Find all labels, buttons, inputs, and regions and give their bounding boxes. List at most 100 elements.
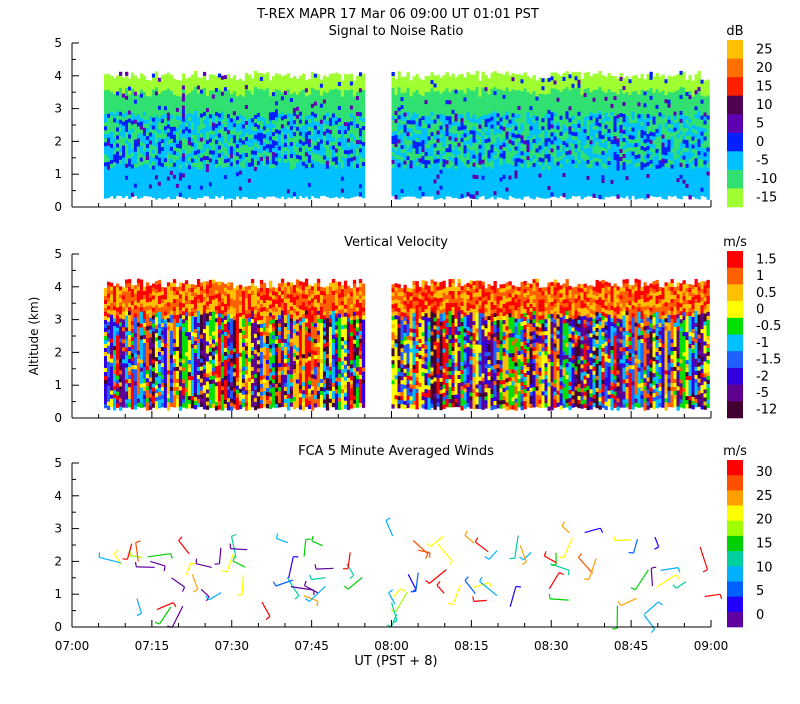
heatmap-cell xyxy=(544,102,548,107)
heatmap-cell xyxy=(529,150,533,155)
heatmap-cell xyxy=(226,134,231,139)
heatmap-cell xyxy=(430,80,434,85)
heatmap-cell xyxy=(451,137,455,143)
heatmap-cell xyxy=(574,104,578,109)
heatmap-cell xyxy=(289,82,294,87)
heatmap-cell xyxy=(217,129,222,134)
heatmap-cell xyxy=(220,83,225,88)
heatmap-cell xyxy=(298,155,303,160)
heatmap-cell xyxy=(292,132,297,137)
heatmap-cell xyxy=(169,94,174,100)
heatmap-cell xyxy=(409,132,413,137)
heatmap-cell xyxy=(217,189,222,194)
heatmap-cell xyxy=(514,154,518,159)
heatmap-cell xyxy=(472,130,476,135)
heatmap-cell xyxy=(178,116,183,121)
heatmap-cell xyxy=(214,95,219,101)
heatmap-cell xyxy=(490,180,494,185)
heatmap-cell xyxy=(190,74,195,79)
heatmap-cell xyxy=(304,104,309,109)
heatmap-cell xyxy=(187,77,192,82)
heatmap-cell xyxy=(577,183,581,189)
heatmap-cell xyxy=(514,150,518,155)
heatmap-cell xyxy=(406,92,410,97)
heatmap-cell xyxy=(457,182,461,187)
heatmap-cell xyxy=(259,84,264,90)
heatmap-cell xyxy=(433,167,437,172)
heatmap-cell xyxy=(310,139,315,145)
heatmap-cell xyxy=(565,139,569,144)
heatmap-cell xyxy=(559,111,563,117)
heatmap-cell xyxy=(274,85,279,90)
heatmap-cell xyxy=(442,95,446,100)
heatmap-cell xyxy=(247,170,252,175)
heatmap-cell xyxy=(520,159,524,164)
heatmap-cell xyxy=(265,156,270,161)
heatmap-cell xyxy=(439,169,443,174)
heatmap-cell xyxy=(493,195,497,200)
heatmap-cell xyxy=(181,125,186,130)
heatmap-cell xyxy=(166,96,171,101)
heatmap-cell xyxy=(478,168,482,173)
heatmap-cell xyxy=(175,103,180,109)
heatmap-cell xyxy=(169,134,174,140)
heatmap-cell xyxy=(298,91,303,96)
heatmap-cell xyxy=(589,188,593,193)
heatmap-cell xyxy=(556,105,560,110)
heatmap-cell xyxy=(265,160,270,165)
heatmap-cell xyxy=(553,172,557,177)
heatmap-cell xyxy=(559,187,563,193)
heatmap-cell xyxy=(541,178,545,183)
heatmap-cell xyxy=(535,92,539,97)
heatmap-cell xyxy=(472,170,476,175)
heatmap-cell xyxy=(424,84,428,89)
heatmap-cell xyxy=(505,171,509,176)
heatmap-cell xyxy=(499,129,503,134)
heatmap-cell xyxy=(502,114,506,120)
heatmap-cell xyxy=(331,85,336,90)
heatmap-cell xyxy=(202,99,207,105)
heatmap-cell xyxy=(301,153,306,158)
heatmap-cell xyxy=(184,102,189,108)
heatmap-cell xyxy=(328,101,333,107)
heatmap-cell xyxy=(514,74,518,79)
heatmap-cell xyxy=(310,187,315,193)
heatmap-cell xyxy=(514,162,518,167)
heatmap-cell xyxy=(487,82,491,87)
heatmap-cell xyxy=(295,102,300,108)
heatmap-cell xyxy=(128,142,132,147)
heatmap-cell xyxy=(478,80,482,85)
heatmap-cell xyxy=(199,109,204,114)
heatmap-cell xyxy=(208,190,213,195)
heatmap-cell xyxy=(478,120,482,125)
heatmap-cell xyxy=(544,82,548,87)
heatmap-cell xyxy=(247,94,252,99)
heatmap-cell xyxy=(517,118,521,123)
heatmap-cell xyxy=(571,87,575,93)
heatmap-cell xyxy=(175,131,180,137)
heatmap-cell xyxy=(601,143,605,148)
heatmap-cell xyxy=(169,158,174,164)
heatmap-cell xyxy=(328,173,333,179)
heatmap-cell xyxy=(403,192,407,197)
heatmap-cell xyxy=(520,111,524,116)
heatmap-cell xyxy=(133,151,138,156)
heatmap-cell xyxy=(529,170,533,175)
heatmap-cell xyxy=(160,179,165,184)
heatmap-cell xyxy=(199,93,204,98)
heatmap-cell xyxy=(307,79,312,84)
heatmap-cell xyxy=(532,87,536,92)
heatmap-cell xyxy=(619,117,623,122)
heatmap-cell xyxy=(223,99,228,104)
heatmap-cell xyxy=(532,155,536,160)
heatmap-cell xyxy=(247,114,252,119)
heatmap-cell xyxy=(122,193,126,198)
heatmap-cell xyxy=(208,166,213,171)
heatmap-cell xyxy=(142,143,147,149)
heatmap-cell xyxy=(472,190,476,195)
heatmap-cell xyxy=(361,94,366,99)
heatmap-cell xyxy=(328,149,333,155)
heatmap-cell xyxy=(104,154,108,159)
heatmap-cell xyxy=(122,137,126,142)
heatmap-cell xyxy=(319,191,324,196)
